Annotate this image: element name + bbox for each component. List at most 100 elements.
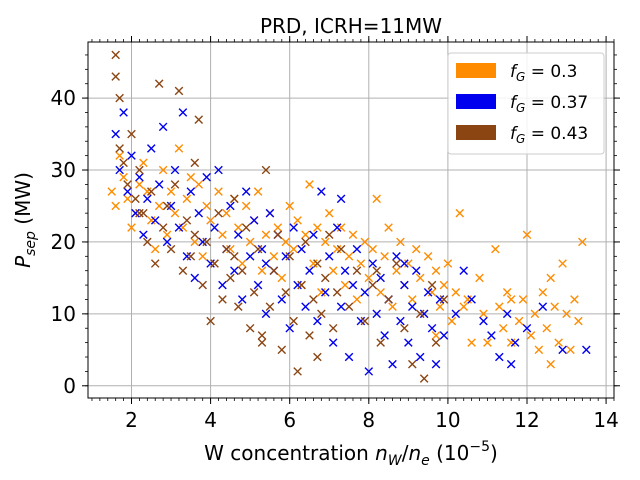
point-s0-75 bbox=[404, 259, 413, 268]
point-s1-20 bbox=[190, 273, 200, 283]
point-s1-46 bbox=[293, 280, 302, 290]
point-s2-47 bbox=[289, 316, 298, 326]
y-tick-label-0: 0 bbox=[63, 374, 76, 398]
point-s0-58 bbox=[336, 223, 346, 232]
point-s0-80 bbox=[423, 252, 433, 261]
point-s1-39 bbox=[265, 208, 275, 218]
point-s1-32 bbox=[237, 295, 247, 304]
point-s2-75 bbox=[257, 331, 267, 340]
point-s0-76 bbox=[408, 295, 417, 304]
point-s1-15 bbox=[170, 165, 180, 175]
point-s1-0 bbox=[111, 129, 120, 139]
point-s1-76 bbox=[411, 266, 421, 275]
point-s1-57 bbox=[336, 302, 346, 311]
point-s0-56 bbox=[328, 266, 338, 275]
x-tick-label-0: 2 bbox=[125, 408, 138, 432]
point-s2-24 bbox=[198, 280, 207, 290]
point-s0-97 bbox=[502, 287, 512, 297]
point-s1-72 bbox=[396, 316, 405, 326]
point-s2-70 bbox=[419, 374, 429, 383]
point-s1-38 bbox=[261, 309, 271, 319]
point-s1-59 bbox=[344, 352, 354, 362]
legend-swatch-1 bbox=[456, 94, 496, 109]
point-s1-54 bbox=[324, 252, 334, 261]
y-axis-title: Psep (MW) bbox=[11, 172, 39, 268]
point-s0-16 bbox=[170, 208, 180, 218]
point-s1-79 bbox=[423, 287, 433, 297]
point-s2-45 bbox=[281, 287, 291, 297]
point-s0-5 bbox=[127, 223, 136, 232]
point-s2-6 bbox=[127, 129, 136, 139]
point-s2-44 bbox=[277, 345, 287, 355]
point-s1-86 bbox=[467, 295, 476, 304]
point-s0-25 bbox=[206, 216, 215, 225]
point-s1-36 bbox=[253, 280, 263, 290]
y-tick-label-2: 20 bbox=[51, 230, 76, 254]
point-s0-63 bbox=[356, 259, 366, 268]
point-s1-47 bbox=[297, 244, 306, 254]
point-s2-2 bbox=[115, 93, 124, 103]
point-s2-66 bbox=[392, 259, 401, 268]
x-tick-label-3: 8 bbox=[362, 408, 375, 432]
point-s2-28 bbox=[214, 208, 223, 218]
point-s1-13 bbox=[162, 237, 172, 247]
point-s0-34 bbox=[241, 201, 251, 211]
point-s1-50 bbox=[309, 230, 318, 240]
point-s0-83 bbox=[435, 302, 445, 311]
point-s2-55 bbox=[320, 273, 330, 283]
legend-swatch-2 bbox=[456, 125, 496, 140]
point-s2-50 bbox=[301, 237, 310, 247]
point-s2-79 bbox=[372, 266, 382, 275]
point-s2-21 bbox=[186, 252, 196, 261]
point-s2-68 bbox=[408, 359, 417, 369]
point-s2-33 bbox=[233, 302, 243, 311]
point-s1-82 bbox=[435, 295, 445, 304]
point-s0-88 bbox=[455, 208, 465, 218]
point-s0-61 bbox=[348, 230, 358, 240]
point-s2-25 bbox=[202, 237, 211, 247]
point-s0-95 bbox=[495, 302, 504, 311]
point-s2-11 bbox=[146, 187, 156, 196]
axis-ticks: 2 4 6 8 10 12 14 0 10 20 30 40 bbox=[51, 36, 620, 432]
point-s2-48 bbox=[293, 367, 302, 376]
point-s0-64 bbox=[360, 237, 370, 247]
point-s0-51 bbox=[309, 259, 318, 268]
point-s2-10 bbox=[143, 237, 152, 247]
point-s2-23 bbox=[194, 115, 204, 124]
point-s2-57 bbox=[328, 323, 338, 333]
point-s0-37 bbox=[253, 187, 263, 196]
point-s1-29 bbox=[226, 201, 235, 211]
point-s1-42 bbox=[277, 295, 287, 304]
point-s0-102 bbox=[526, 331, 536, 340]
point-s1-83 bbox=[439, 331, 449, 340]
point-s1-75 bbox=[408, 302, 417, 311]
point-s2-1 bbox=[111, 72, 120, 81]
legend-label-0: fG = 0.3 bbox=[510, 62, 577, 84]
point-s2-78 bbox=[230, 252, 239, 261]
point-s0-52 bbox=[313, 223, 322, 232]
point-s0-7 bbox=[135, 180, 144, 189]
legend: fG = 0.3 fG = 0.37 fG = 0.43 bbox=[447, 52, 605, 155]
point-s0-62 bbox=[352, 295, 362, 304]
point-s0-28 bbox=[218, 230, 227, 240]
point-s0-111 bbox=[562, 309, 571, 319]
point-s1-51 bbox=[313, 316, 322, 326]
point-s2-72 bbox=[431, 338, 441, 347]
point-s1-67 bbox=[376, 273, 385, 283]
point-s1-81 bbox=[431, 359, 441, 369]
point-s1-27 bbox=[218, 280, 227, 290]
point-s0-45 bbox=[285, 201, 294, 211]
point-s0-30 bbox=[226, 244, 235, 254]
point-s0-59 bbox=[340, 280, 350, 290]
point-s0-49 bbox=[301, 230, 310, 240]
point-s0-19 bbox=[182, 194, 192, 204]
point-s2-38 bbox=[253, 244, 263, 254]
x-tick-label-4: 10 bbox=[435, 408, 460, 432]
point-s0-92 bbox=[479, 309, 488, 319]
point-s1-18 bbox=[182, 252, 192, 261]
point-s0-43 bbox=[277, 273, 287, 283]
point-s2-3 bbox=[115, 144, 124, 153]
point-s0-54 bbox=[320, 237, 330, 247]
point-s1-44 bbox=[285, 323, 294, 333]
point-s1-64 bbox=[364, 367, 374, 376]
